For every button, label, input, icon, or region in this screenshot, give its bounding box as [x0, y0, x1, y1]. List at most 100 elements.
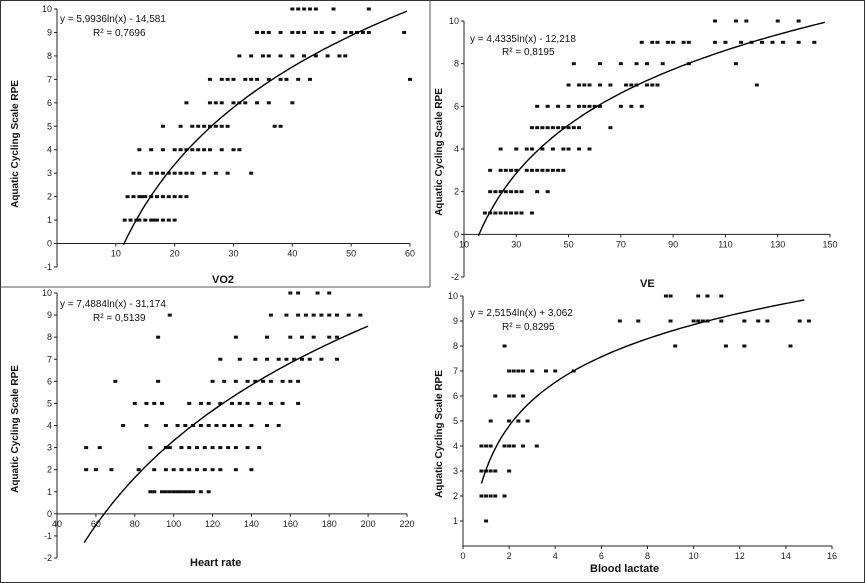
data-point	[148, 490, 153, 494]
data-point	[137, 195, 142, 199]
data-point	[556, 126, 561, 130]
data-point	[288, 291, 293, 295]
data-point	[742, 344, 747, 348]
data-point	[222, 379, 227, 383]
data-point	[184, 171, 189, 175]
data-point	[266, 30, 271, 34]
data-point	[315, 291, 320, 295]
data-point	[198, 490, 203, 494]
data-point	[327, 291, 332, 295]
data-point	[319, 313, 324, 317]
data-point	[272, 124, 277, 128]
r-squared: R² = 0,7696	[93, 28, 146, 39]
y-tick-label: 3	[453, 466, 458, 476]
data-point	[245, 401, 250, 405]
data-point	[796, 40, 801, 44]
data-point	[691, 319, 696, 323]
data-point	[544, 369, 549, 373]
data-point	[479, 469, 484, 473]
data-point	[253, 379, 258, 383]
data-point	[650, 83, 655, 87]
y-tick-label: 4	[453, 441, 458, 451]
data-point	[160, 148, 165, 152]
data-point	[550, 147, 555, 151]
data-point	[582, 104, 587, 108]
data-point	[629, 104, 634, 108]
data-point	[276, 357, 281, 361]
y-tick-label: 3	[47, 168, 52, 178]
data-point	[629, 83, 634, 87]
y-tick-label: 5	[453, 416, 458, 426]
data-point	[171, 490, 176, 494]
y-tick-label: 6	[453, 391, 458, 401]
data-point	[245, 446, 250, 450]
data-point	[143, 218, 148, 222]
data-point	[636, 319, 641, 323]
data-point	[545, 168, 550, 172]
data-point	[550, 126, 555, 130]
data-point	[278, 54, 283, 58]
data-point	[696, 319, 701, 323]
data-point	[519, 211, 524, 215]
data-point	[681, 40, 686, 44]
data-point	[509, 190, 514, 194]
data-point	[671, 40, 676, 44]
data-point	[214, 424, 219, 427]
data-point	[175, 424, 180, 427]
y-axis-label: Aquatic Cycling Scale RPE	[10, 365, 21, 493]
y-tick-label: 3	[47, 443, 52, 453]
data-point	[493, 494, 498, 498]
data-point	[634, 62, 639, 66]
data-point	[520, 394, 525, 398]
data-point	[290, 101, 295, 105]
data-point	[498, 190, 503, 194]
data-point	[788, 344, 793, 348]
data-point	[296, 30, 301, 34]
data-point	[561, 168, 566, 172]
data-point	[507, 394, 512, 398]
x-tick-label: 130	[770, 239, 785, 249]
data-point	[210, 379, 215, 383]
data-point	[482, 211, 487, 215]
x-axis-label: VO2	[212, 274, 234, 286]
data-point	[566, 104, 571, 108]
r-squared: R² = 0,8195	[502, 47, 555, 58]
data-point	[366, 30, 371, 34]
data-point	[140, 195, 145, 199]
data-point	[587, 104, 592, 108]
y-tick-label: -1	[44, 262, 52, 272]
x-tick-label: 160	[283, 519, 298, 529]
data-point	[187, 446, 192, 450]
data-point	[498, 168, 503, 172]
data-point	[280, 401, 285, 405]
data-point	[493, 394, 498, 398]
data-point	[266, 101, 271, 105]
data-point	[179, 490, 184, 494]
data-point	[511, 444, 516, 448]
data-point	[493, 469, 498, 473]
data-point	[529, 168, 534, 172]
data-point	[668, 294, 673, 298]
data-point	[268, 313, 273, 317]
data-point	[183, 424, 188, 427]
x-tick-label: 110	[718, 239, 732, 249]
y-tick-label: 5	[47, 121, 52, 131]
data-point	[213, 171, 218, 175]
x-tick-label: 60	[91, 519, 101, 529]
data-point	[93, 468, 98, 472]
data-point	[172, 195, 177, 199]
data-point	[206, 424, 211, 427]
data-point	[337, 54, 342, 58]
data-point	[553, 369, 558, 373]
data-point	[535, 190, 540, 194]
data-point	[265, 357, 269, 361]
data-point	[255, 77, 260, 81]
y-tick-label: 9	[453, 316, 458, 326]
data-point	[183, 490, 188, 494]
data-point	[775, 19, 780, 23]
data-point	[249, 468, 254, 472]
data-point	[296, 291, 301, 295]
data-point	[231, 101, 236, 105]
data-point	[754, 83, 759, 87]
